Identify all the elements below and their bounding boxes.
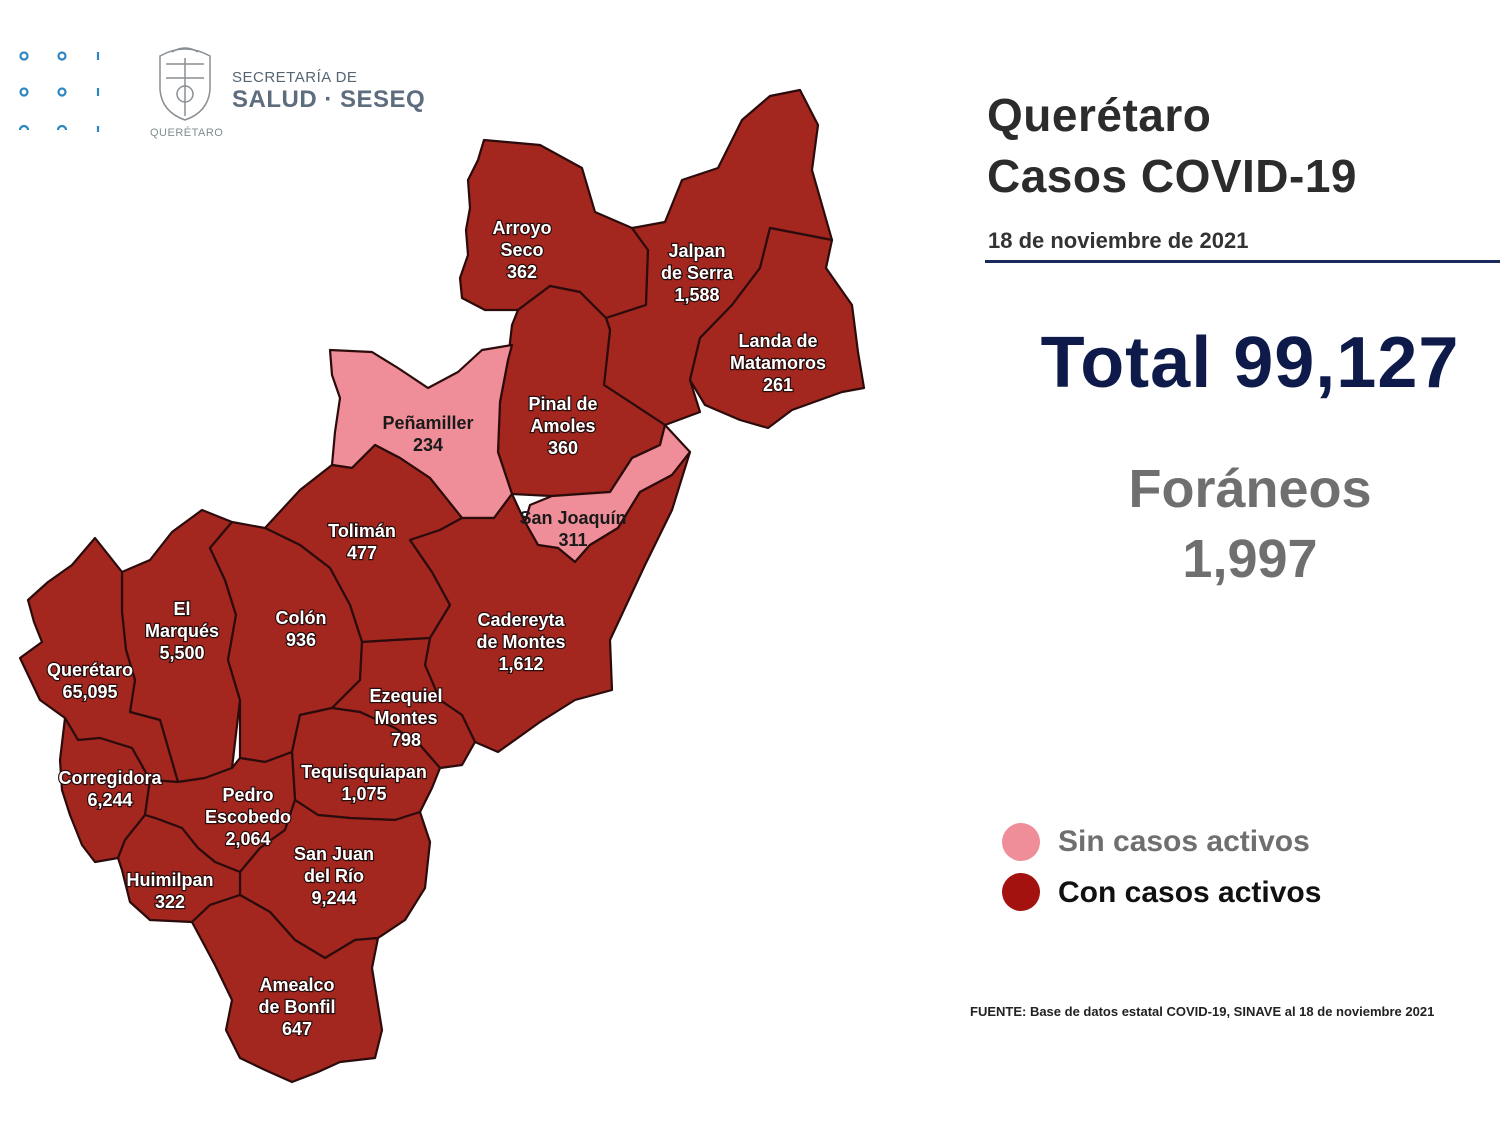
seal-caption: QUERÉTARO (150, 127, 224, 139)
legend-label-sin-casos: Sin casos activos (1058, 825, 1310, 858)
legend-label-con-casos: Con casos activos (1058, 876, 1322, 909)
state-seal-icon (159, 47, 211, 121)
report-date: 18 de noviembre de 2021 (988, 228, 1249, 253)
date-divider (985, 260, 1500, 263)
logo-dots-icon (18, 51, 100, 132)
source-note: FUENTE: Base de datos estatal COVID-19, … (970, 1004, 1435, 1019)
logo-secretaria-text: SECRETARÍA DE (232, 69, 358, 86)
title-state: Querétaro (987, 89, 1212, 141)
legend-dot-con-casos (1002, 873, 1040, 911)
foraneos-value: 1,997 (1182, 529, 1318, 589)
total-cases: Total 99,127 (1040, 323, 1460, 403)
legend-dot-sin-casos (1002, 823, 1040, 861)
logo-salud-seseq-text: SALUD · SESEQ (232, 86, 426, 113)
title-covid: Casos COVID-19 (987, 150, 1358, 202)
region-amealco-de-bonfil[interactable] (190, 893, 384, 1084)
region-landa-de-matamoros[interactable] (688, 226, 866, 430)
region-cadereyta-de-montes[interactable] (408, 450, 692, 754)
foraneos-label: Foráneos (1128, 459, 1372, 519)
